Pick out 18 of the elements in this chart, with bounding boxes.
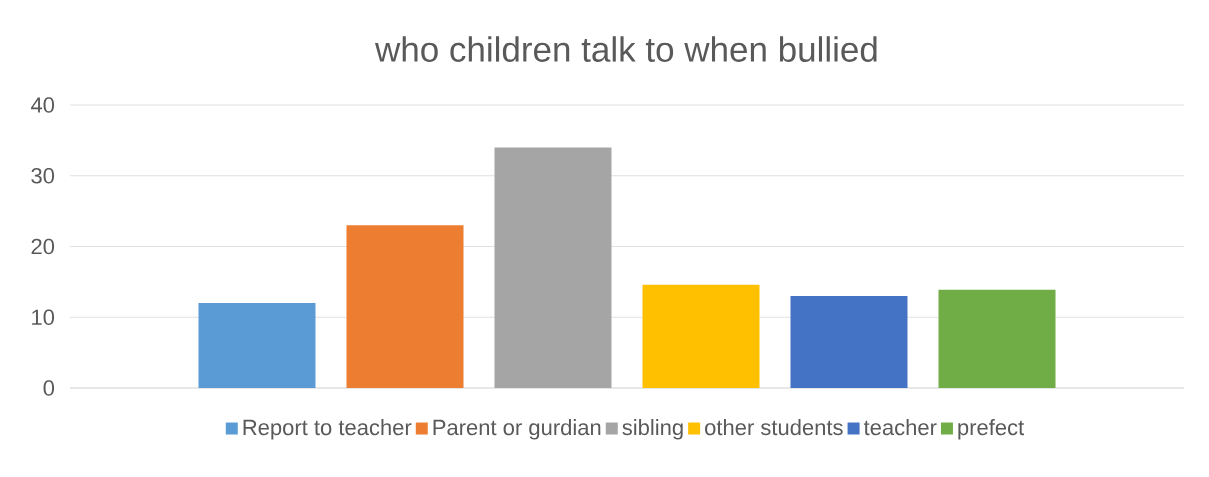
legend-label: Report to teacher — [243, 419, 412, 440]
legend-label: sibling — [622, 419, 683, 440]
chart-title: who children talk to when bullied — [374, 36, 877, 62]
y-tick-label: 10 — [32, 309, 55, 326]
legend-label: Parent or gurdian — [433, 419, 601, 440]
legend-label: prefect — [958, 419, 1025, 440]
y-tick-label: 0 — [43, 380, 55, 396]
y-tick-label: 30 — [31, 167, 55, 184]
bar — [346, 225, 464, 388]
y-tick-label: 20 — [31, 238, 55, 255]
bar — [198, 303, 316, 388]
legend-label: other students — [705, 419, 843, 436]
bar — [494, 147, 612, 388]
bar — [938, 289, 1056, 388]
bar — [790, 296, 908, 388]
legend-label: teacher — [863, 419, 937, 436]
bar — [642, 284, 760, 388]
y-tick-label: 40 — [30, 97, 55, 113]
